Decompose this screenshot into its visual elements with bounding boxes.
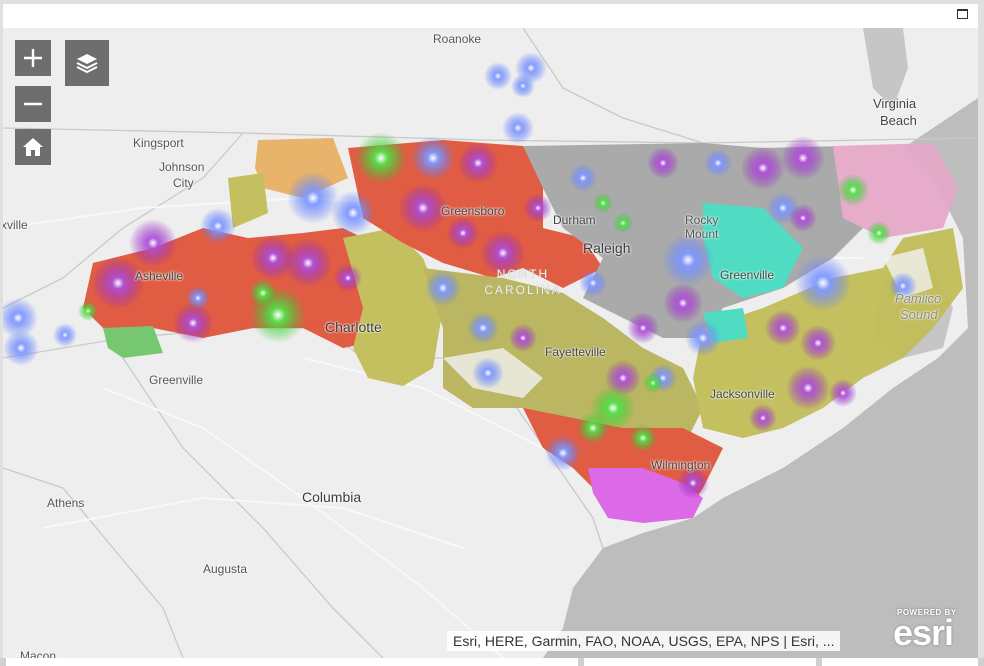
label-johnson-city-line1: Johnson [159, 160, 205, 174]
label-pamlico-line1: Pamlico [895, 291, 942, 306]
region-olive-west [228, 173, 268, 228]
cluster-purple-group [92, 136, 857, 499]
esri-logo[interactable]: POWERED BY esri [893, 606, 973, 653]
minus-icon [24, 102, 42, 106]
esri-brand-text: esri [893, 612, 954, 653]
label-rocky-mount-line2: Mount [685, 227, 719, 241]
label-greenville-nc: Greenville [720, 268, 775, 282]
attribution-text[interactable]: Esri, HERE, Garmin, FAO, NOAA, USGS, EPA… [447, 631, 841, 651]
powered-by-text: POWERED BY [897, 608, 957, 617]
label-virginia-beach-line2: Beach [880, 113, 917, 128]
home-icon [23, 138, 43, 156]
label-virginia-beach-line1: Virginia [873, 96, 917, 111]
map-view[interactable]: Roanoke Virginia Beach Kingsport Johnson… [3, 28, 978, 658]
label-macon: Macon [20, 649, 57, 658]
bottom-strip [0, 658, 984, 666]
bottom-panel-1 [6, 658, 578, 666]
label-wilmington: Wilmington [651, 458, 711, 472]
label-rocky-mount-line1: Rocky [685, 213, 719, 227]
plus-icon [24, 49, 42, 67]
label-augusta: Augusta [203, 562, 248, 576]
layers-icon [76, 54, 98, 74]
label-johnson-city-line2: City [173, 176, 194, 190]
state-label-carolina: CAROLINA [484, 283, 562, 297]
label-knoxville: xville [3, 218, 28, 232]
zoom-in-button[interactable] [15, 40, 51, 76]
chesapeake [863, 28, 908, 108]
region-pink-ne [833, 143, 958, 238]
maximize-icon[interactable] [957, 9, 968, 19]
region-teal-rocky [703, 203, 803, 298]
label-athens: Athens [47, 496, 85, 510]
home-button[interactable] [15, 129, 51, 165]
zoom-out-button[interactable] [15, 86, 51, 122]
region-magenta-brunswick [588, 468, 703, 523]
label-pamlico-line2: Sound [900, 307, 938, 322]
bottom-panel-2 [584, 658, 816, 666]
state-label-north: NORTH [496, 267, 550, 281]
label-charlotte: Charlotte [325, 319, 382, 335]
label-durham: Durham [553, 213, 596, 227]
label-columbia: Columbia [302, 489, 362, 505]
cluster-green-group [78, 132, 891, 452]
layers-button[interactable] [65, 40, 109, 86]
label-raleigh: Raleigh [583, 240, 631, 256]
basemap-canvas [3, 28, 978, 658]
ocean [543, 98, 978, 658]
cluster-blue-group [3, 52, 917, 471]
label-fayetteville: Fayetteville [545, 345, 606, 359]
widget-header [3, 4, 978, 29]
region-olive-charlotte [343, 228, 443, 386]
label-kingsport: Kingsport [133, 136, 184, 150]
label-asheville: Asheville [135, 269, 184, 283]
label-jacksonville: Jacksonville [710, 387, 775, 401]
region-green-sw [103, 326, 163, 358]
bottom-panel-3 [822, 658, 978, 666]
label-roanoke: Roanoke [433, 32, 482, 46]
label-greensboro: Greensboro [441, 204, 505, 218]
label-greenville-sc: Greenville [149, 373, 204, 387]
